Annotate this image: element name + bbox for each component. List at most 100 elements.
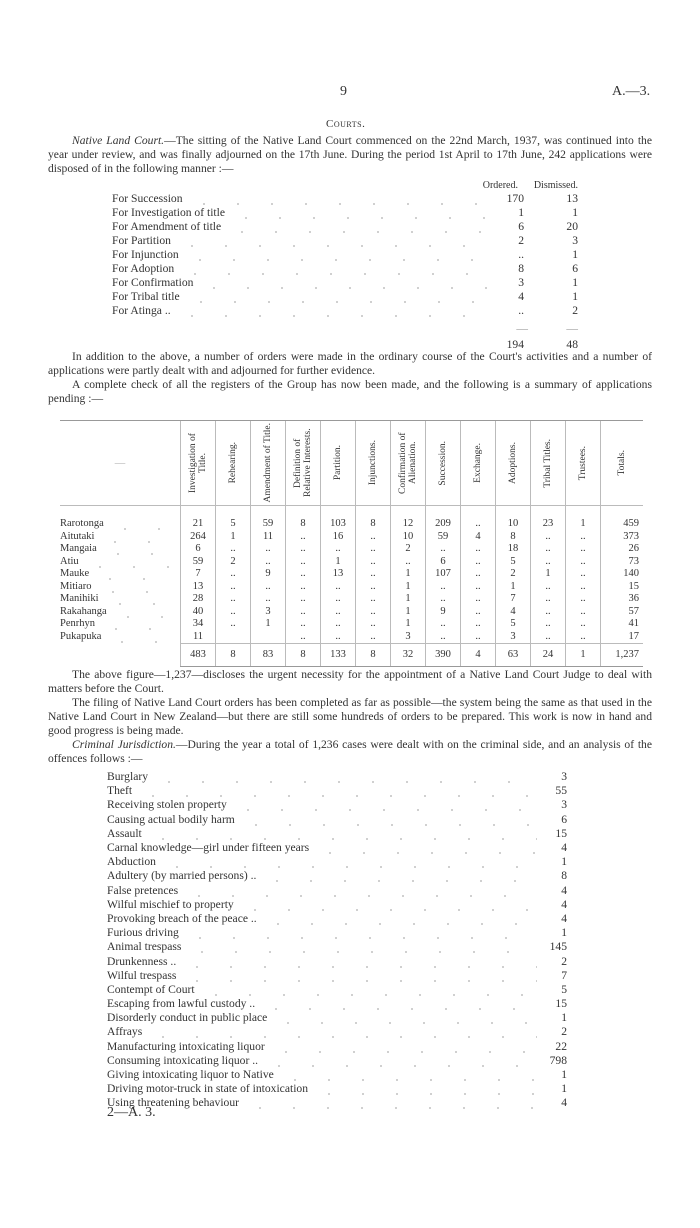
cell: 1 [390,605,426,618]
cell: .. [460,630,496,644]
cell: .. [425,593,461,606]
island-name: Penrhyn [60,618,181,631]
dot-leader [259,997,537,1012]
dismissed-value: 20 [566,220,578,233]
cell: .. [355,593,391,606]
offence-label: Disorderly conduct in public place [107,1011,268,1025]
offence-count: 1 [561,1011,567,1025]
cell: .. [425,543,461,556]
offence-row: Animal trespass 145 [107,940,567,955]
dismissed-value: 1 [572,248,578,261]
cell: .. [285,630,321,644]
column-header-label: Injunctions. [368,440,378,486]
dot-leader [182,883,537,898]
cell: .. [530,530,566,543]
table-row: Atiu 59 2.... 1.... 6.. 5.... 73 [60,555,643,569]
column-header: Adoptions. [495,420,531,506]
cell: 3 [495,630,531,644]
dot-leader [260,911,537,926]
total-cell: 483 [180,643,216,667]
total-cell: 8 [285,643,321,667]
row-label: For Injunction [112,248,179,261]
dot-leader [185,940,537,955]
rule: — [516,322,528,335]
offence-label: Escaping from lawful custody .. [107,997,256,1011]
offence-row: Giving intoxicating liquor to Native 1 [107,1068,567,1083]
cell: 1 [390,580,426,593]
cell: 373 [600,530,643,543]
cell: .. [355,630,391,644]
offence-count: 4 [561,911,567,925]
cell: .. [460,568,496,581]
offence-count: 22 [555,1039,567,1053]
cell: .. [215,580,251,593]
dot-leader [136,784,537,799]
cell: 73 [600,555,643,568]
ordered-value: 4 [518,290,524,303]
total-cell: 63 [495,643,531,667]
table-row: Mauke 7.. 9.. 13.. 1 107.. 2 1.. 140 [60,568,643,581]
cell: .. [320,618,356,631]
total-cell: 1 [565,643,601,667]
dot-leader [312,1082,537,1097]
dismissed-value: 3 [572,234,578,247]
cell: 36 [600,593,643,606]
cell: 1 [495,580,531,593]
cell: .. [530,543,566,556]
cell: .. [565,568,601,581]
cell: 7 [180,568,216,581]
cell: 12 [390,505,426,531]
offence-row: Assault 15 [107,826,567,841]
cell: 21 [180,505,216,531]
offence-row: Theft 55 [107,784,567,799]
cell: .. [530,593,566,606]
cell: 34 [180,618,216,631]
cell: 140 [600,568,643,581]
cell: .. [215,618,251,631]
cell: .. [565,605,601,618]
offence-label: Using threatening behaviour [107,1096,240,1110]
cell: .. [565,580,601,593]
cell: 15 [600,580,643,593]
paragraphs-after-table: The above figure—1,237—discloses the urg… [48,668,652,766]
ordered-value: 2 [518,234,524,247]
offence-label: Affrays [107,1025,143,1039]
cell: 2 [495,568,531,581]
row-label: For Tribal title [112,290,180,303]
cell: .. [320,543,356,556]
cell: 9 [425,605,461,618]
dot-leader [182,926,537,941]
total-cell: 4 [460,643,496,667]
cell: 11 [180,630,216,644]
column-header-label: Succession. [438,440,448,486]
cell: 5 [495,555,531,568]
cell: 7 [495,593,531,606]
dot-leader [145,826,537,841]
offence-label: Provoking breach of the peace .. [107,911,257,925]
dismissed-value: 6 [572,262,578,275]
offence-label: Burglary [107,770,149,784]
cell: 1 [390,618,426,631]
dot-leader [178,262,494,276]
cell: .. [285,580,321,593]
cell: .. [285,555,321,568]
column-header-label: Rehearing. [228,442,238,484]
cell: 17 [600,630,643,644]
cell: 3 [390,630,426,644]
offence-row: Manufacturing intoxicating liquor 22 [107,1039,567,1054]
cell: .. [460,505,496,531]
dot-leader [186,192,494,206]
offence-count: 4 [561,897,567,911]
offence-row: False pretences 4 [107,883,567,898]
column-header-label: Tribal Titles. [543,438,553,488]
cell: 4 [460,530,496,543]
dismissed-value: 1 [572,290,578,303]
row-label: For Amendment of title [112,220,222,233]
cell: .. [565,618,601,631]
cell: .. [355,530,391,543]
cell: 59 [425,530,461,543]
cell: 6 [180,543,216,556]
island-name: Atiu [60,555,181,569]
dismissed-value: 1 [572,276,578,289]
offence-count: 1 [561,1068,567,1082]
